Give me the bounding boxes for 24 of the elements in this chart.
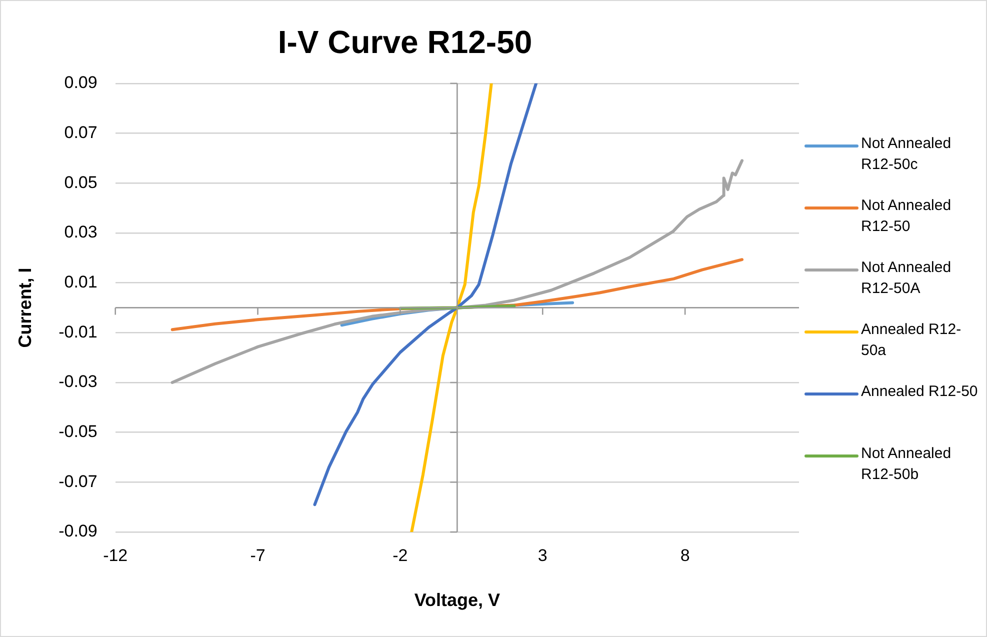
legend-label: Annealed R12-50a xyxy=(860,320,962,361)
y-tick-label: -0.09 xyxy=(58,522,98,541)
y-tick-label: 0.09 xyxy=(64,73,98,92)
legend-label: Annealed R12-50 xyxy=(860,382,979,402)
x-tick-label: -7 xyxy=(250,546,266,565)
y-tick-label: -0.03 xyxy=(58,372,98,392)
legend-label: Not Annealed R12-50A xyxy=(860,258,952,299)
x-tick-label: 3 xyxy=(538,546,548,565)
y-axis-title: Current, I xyxy=(14,268,35,348)
y-tick-label: 0.07 xyxy=(64,122,98,142)
legend-label: Not Annealed R12-50c xyxy=(860,134,952,175)
y-tick-label: 0.01 xyxy=(64,272,98,292)
y-tick-label: -0.01 xyxy=(58,322,98,342)
x-tick-label: 8 xyxy=(680,546,690,565)
y-tick-label: 0.03 xyxy=(64,222,98,242)
x-tick-label: -12 xyxy=(103,546,128,565)
y-tick-label: -0.05 xyxy=(58,422,98,441)
legend-label: Not Annealed R12-50b xyxy=(860,444,952,485)
x-axis-title: Voltage, V xyxy=(414,590,500,610)
y-tick-label: -0.07 xyxy=(58,472,98,491)
y-tick-label: 0.05 xyxy=(64,172,98,192)
chart-title: I-V Curve R12-50 xyxy=(278,24,532,60)
legend-label: Not Annealed R12-50 xyxy=(860,196,952,237)
x-tick-label: -2 xyxy=(392,546,408,565)
